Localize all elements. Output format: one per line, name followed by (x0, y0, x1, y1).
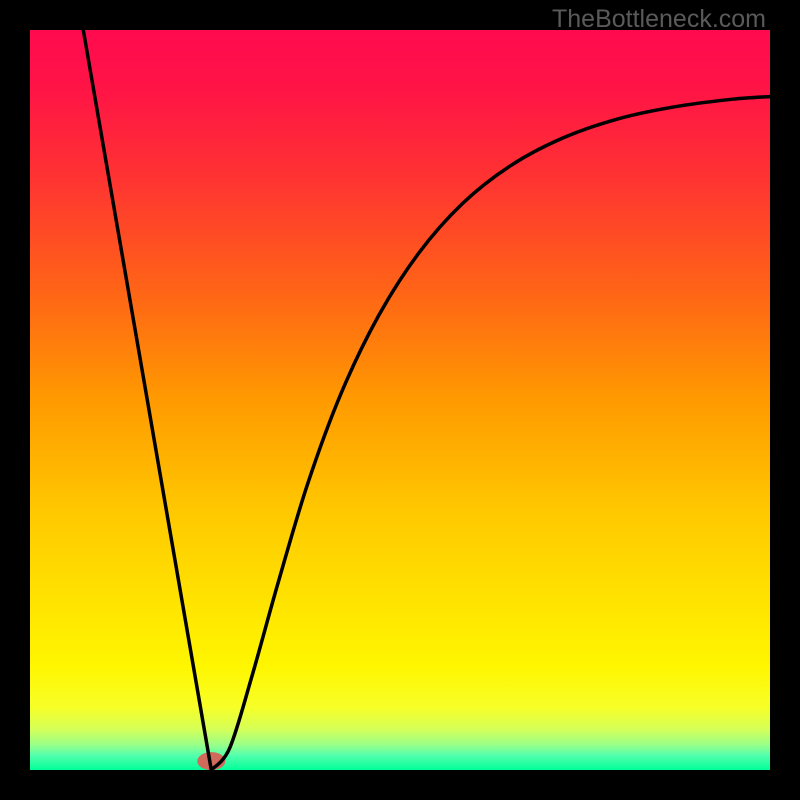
bottleneck-curve (83, 30, 770, 770)
chart-svg (0, 0, 800, 800)
watermark-text: TheBottleneck.com (552, 5, 766, 34)
bottleneck-chart: TheBottleneck.com (0, 0, 800, 800)
